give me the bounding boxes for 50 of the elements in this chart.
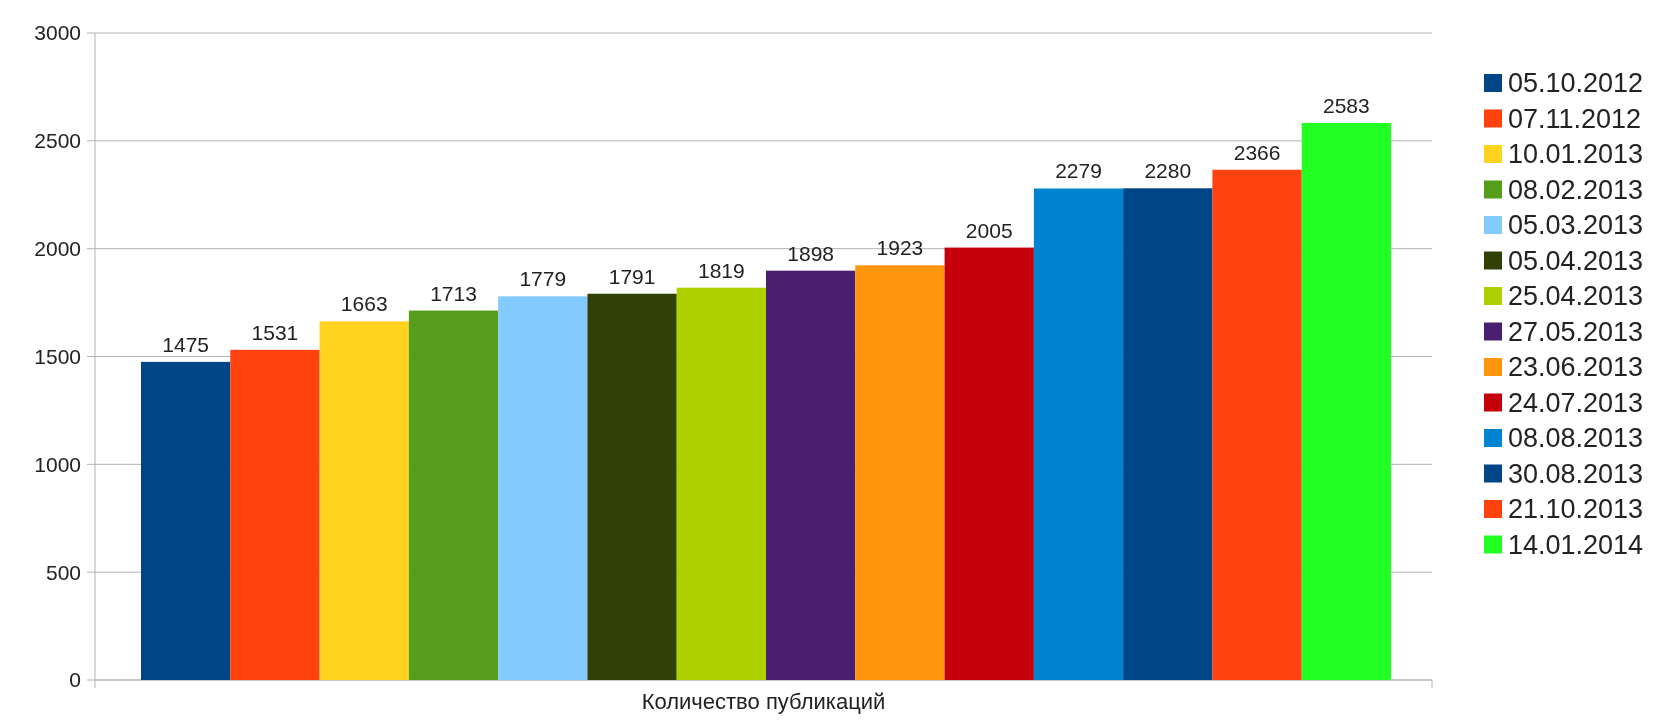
data-label: 1791 — [608, 264, 656, 288]
y-tick-label: 500 — [45, 560, 81, 584]
data-label: 2366 — [1233, 140, 1281, 164]
legend-label: 10.01.2013 — [1508, 139, 1644, 170]
legend-label: 21.10.2013 — [1508, 494, 1644, 525]
data-label: 2280 — [1144, 159, 1192, 183]
legend-label: 08.08.2013 — [1508, 423, 1644, 454]
legend-label: 05.10.2012 — [1508, 68, 1644, 99]
bar — [944, 247, 1034, 680]
legend-label: 05.03.2013 — [1508, 210, 1644, 241]
data-label: 1663 — [340, 292, 388, 316]
data-label: 1819 — [698, 258, 745, 282]
y-tick-label: 1000 — [34, 452, 81, 476]
x-axis-title: Количество публикаций — [641, 689, 886, 714]
data-label: 1531 — [251, 320, 299, 344]
bar — [498, 296, 588, 680]
bar — [1301, 122, 1391, 680]
bar — [230, 349, 320, 680]
data-label: 1475 — [162, 332, 209, 356]
legend-label: 14.01.2014 — [1508, 529, 1644, 560]
bar — [1033, 188, 1124, 680]
data-label: 1713 — [430, 281, 477, 305]
legend-label: 27.05.2013 — [1508, 316, 1644, 347]
bar — [319, 321, 409, 680]
legend-label: 05.04.2013 — [1508, 245, 1644, 276]
y-tick-label: 1500 — [34, 344, 81, 368]
data-label: 1923 — [876, 236, 924, 260]
bar — [1123, 188, 1213, 680]
data-label: 1779 — [519, 267, 567, 291]
data-label: 2583 — [1323, 93, 1370, 117]
legend-label: 23.06.2013 — [1508, 352, 1644, 383]
y-tick-label: 3000 — [34, 21, 81, 45]
bar — [408, 310, 499, 680]
legend-label: 24.07.2013 — [1508, 387, 1644, 418]
data-label: 1898 — [787, 241, 834, 265]
bar — [676, 287, 766, 680]
legend-label: 08.02.2013 — [1508, 174, 1644, 205]
y-tick-label: 0 — [69, 668, 81, 692]
bar — [1212, 169, 1302, 680]
legend-label: 25.04.2013 — [1508, 281, 1644, 312]
bar — [766, 270, 856, 680]
legend-label: 07.11.2012 — [1508, 103, 1642, 134]
bar — [587, 293, 677, 680]
legend-label: 30.08.2013 — [1508, 458, 1644, 489]
bar — [855, 265, 945, 680]
data-label: 2005 — [965, 218, 1013, 242]
bar — [141, 361, 231, 680]
data-label: 2279 — [1055, 159, 1102, 183]
y-tick-label: 2500 — [34, 129, 81, 153]
y-tick-label: 2000 — [34, 237, 81, 261]
